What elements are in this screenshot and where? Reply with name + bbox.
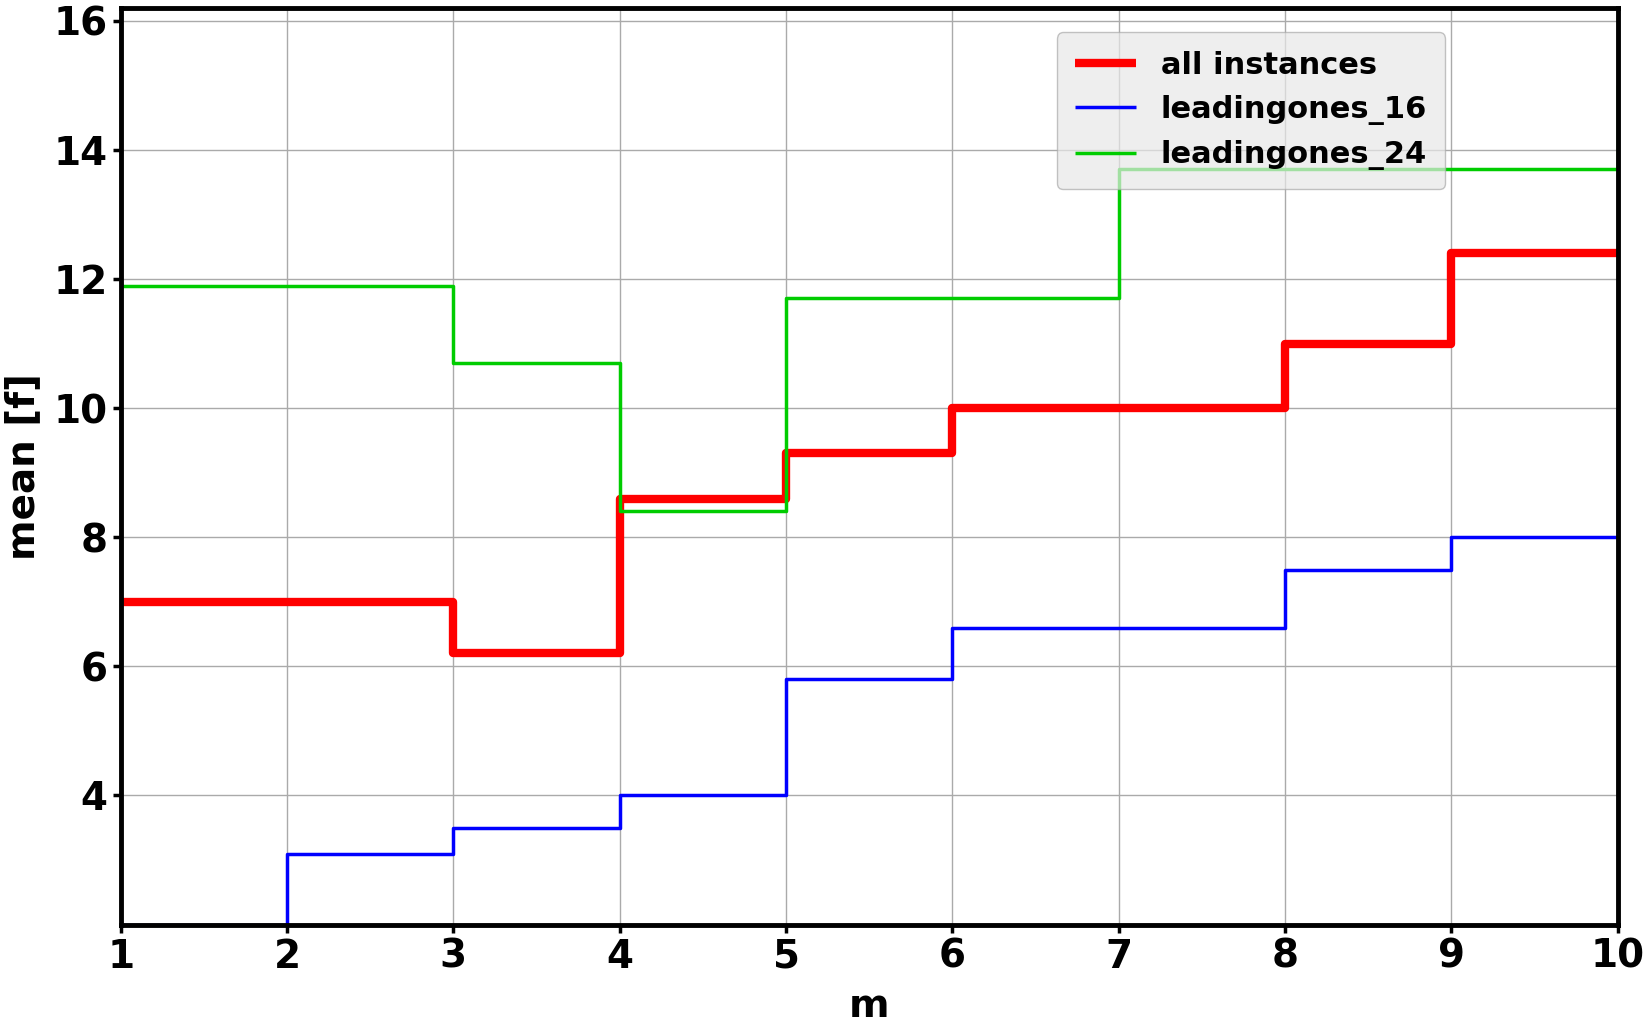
all instances — [443, 647, 463, 660]
leadingones_24 — [1107, 164, 1127, 176]
leadingones_16 — [1274, 563, 1294, 575]
Y-axis label: mean [f]: mean [f] — [5, 372, 43, 560]
leadingones_24 — [943, 292, 962, 305]
Legend: all instances, leadingones_16, leadingones_24: all instances, leadingones_16, leadingon… — [1056, 33, 1444, 188]
all instances — [110, 596, 130, 608]
all instances — [1607, 247, 1627, 259]
leadingones_16 — [1107, 622, 1127, 634]
all instances — [1274, 338, 1294, 350]
leadingones_24 — [1440, 164, 1460, 176]
Line: all instances: all instances — [120, 253, 1617, 653]
leadingones_24 — [277, 279, 297, 291]
X-axis label: m: m — [849, 987, 888, 1025]
all instances — [1440, 247, 1460, 259]
all instances — [776, 448, 796, 460]
leadingones_24 — [1274, 164, 1294, 176]
Line: leadingones_16: leadingones_16 — [120, 409, 1617, 924]
leadingones_16 — [943, 622, 962, 634]
leadingones_24 — [443, 357, 463, 369]
leadingones_24 — [776, 292, 796, 305]
leadingones_16 — [776, 673, 796, 685]
leadingones_24 — [610, 505, 630, 518]
leadingones_16 — [443, 821, 463, 833]
all instances — [610, 492, 630, 504]
leadingones_24 — [1607, 79, 1627, 92]
all instances — [277, 596, 297, 608]
leadingones_16 — [610, 789, 630, 802]
leadingones_16 — [110, 918, 130, 930]
Line: leadingones_24: leadingones_24 — [120, 85, 1617, 511]
leadingones_16 — [1440, 531, 1460, 543]
all instances — [943, 402, 962, 415]
all instances — [1107, 402, 1127, 415]
leadingones_16 — [1607, 402, 1627, 415]
leadingones_16 — [277, 847, 297, 859]
leadingones_24 — [110, 279, 130, 291]
